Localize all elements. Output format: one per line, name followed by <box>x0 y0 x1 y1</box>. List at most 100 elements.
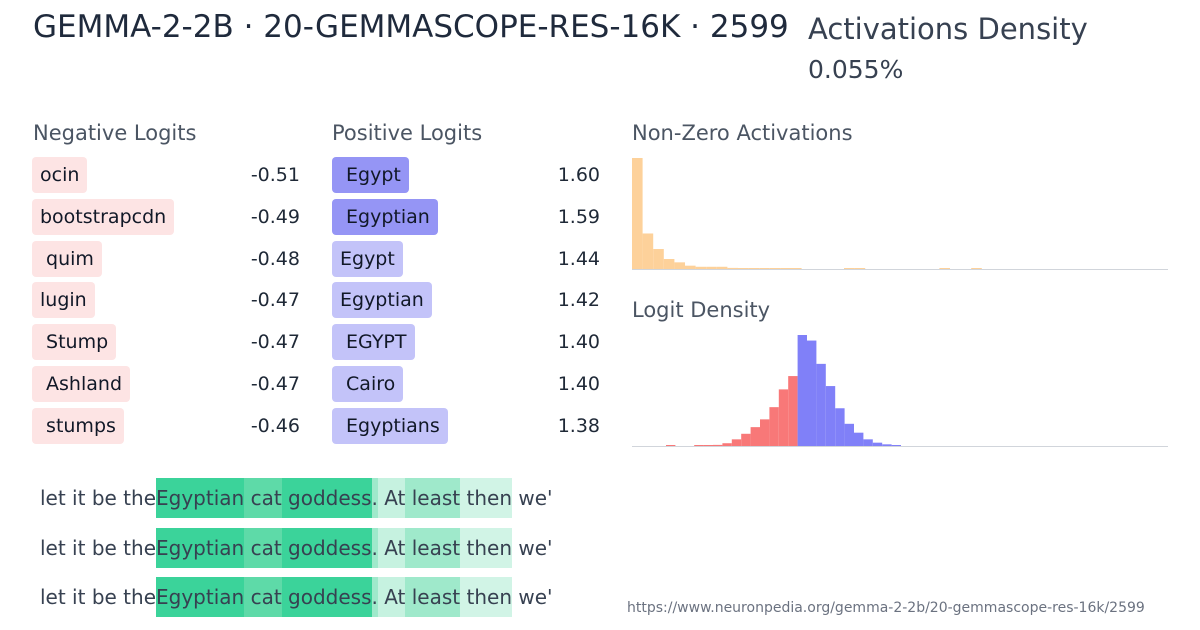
activation-bar <box>769 268 781 269</box>
positive-logit-row: EGYPT 1.40 <box>332 324 600 361</box>
example-token: . <box>371 577 378 617</box>
example-token: goddess <box>281 527 372 568</box>
example-token: least <box>405 577 461 617</box>
example-token: . <box>371 478 378 518</box>
example-token: cat <box>244 577 282 617</box>
negative-logit-token[interactable]: stumps <box>32 407 124 444</box>
positive-logit-bar <box>863 439 873 446</box>
example-token: it <box>65 486 86 510</box>
example-token: At <box>377 577 406 617</box>
example-token: then <box>460 527 512 568</box>
activations-density-value: 0.055% <box>808 55 904 84</box>
activation-bar <box>663 259 675 269</box>
negative-logit-value: -0.49 <box>250 205 300 228</box>
activation-bar <box>854 268 866 269</box>
negative-logit-token[interactable]: lugin <box>32 282 95 319</box>
example-token: Egyptian <box>156 577 245 617</box>
example-token: . <box>371 527 378 568</box>
activation-example[interactable]: let it be theEgyptian cat goddess. At le… <box>40 478 604 518</box>
negative-logit-value: -0.48 <box>250 247 300 270</box>
activation-example[interactable]: let it be theEgyptian cat goddess. At le… <box>40 577 604 617</box>
positive-logit-value: 1.40 <box>557 331 600 354</box>
positive-logit-token[interactable]: EGYPT <box>332 324 415 361</box>
example-token: it <box>65 535 86 560</box>
positive-logit-row: Egypt 1.60 <box>332 157 600 193</box>
positive-logit-value: 1.38 <box>557 414 600 437</box>
negative-logit-bar <box>694 445 704 446</box>
negative-logit-value: -0.47 <box>250 331 300 354</box>
activation-bar <box>685 265 696 269</box>
negative-logit-row: bootstrapcdn -0.49 <box>32 198 300 235</box>
positive-logit-bar <box>807 340 817 446</box>
positive-logit-token[interactable]: Egypt <box>332 240 403 277</box>
positive-logit-bar <box>844 423 854 446</box>
activation-bar <box>791 268 802 269</box>
example-token: cat <box>244 478 282 518</box>
positive-logit-token[interactable]: Egyptian <box>332 198 438 235</box>
example-token: we' <box>512 535 553 560</box>
positive-logit-row: Egypt 1.44 <box>332 240 600 277</box>
example-token: we' <box>512 486 553 510</box>
example-token: least <box>405 527 461 568</box>
example-token: then <box>460 478 512 518</box>
example-token: At <box>377 527 406 568</box>
activation-bar <box>738 268 749 269</box>
negative-logit-bar <box>713 444 723 446</box>
positive-logit-token[interactable]: Egypt <box>332 157 409 193</box>
positive-logit-token[interactable]: Egyptian <box>332 282 432 319</box>
activation-bar <box>653 249 664 269</box>
example-token: let <box>40 585 66 609</box>
negative-logit-token[interactable]: bootstrapcdn <box>32 198 175 235</box>
negative-logit-token[interactable]: Stump <box>32 324 117 361</box>
negative-logit-value: -0.47 <box>250 373 300 395</box>
source-url: https://www.neuronpedia.org/gemma-2-2b/2… <box>627 600 1145 616</box>
example-token: it <box>65 585 86 609</box>
negative-logit-bar <box>703 445 713 446</box>
example-token: we' <box>512 585 553 609</box>
positive-logits-heading: Positive Logits <box>332 121 483 145</box>
logit-density-heading: Logit Density <box>632 298 771 322</box>
positive-logit-row: Egyptians 1.38 <box>332 407 600 444</box>
activation-bar <box>844 268 855 269</box>
example-token: goddess <box>281 577 372 617</box>
negative-logit-row: Ashland -0.47 <box>32 366 300 402</box>
negative-logit-row: lugin -0.47 <box>32 282 300 319</box>
negative-logit-row: ocin -0.51 <box>32 157 300 193</box>
negative-logit-bar <box>778 389 789 446</box>
activation-bar <box>695 266 707 269</box>
activation-bar <box>748 268 760 269</box>
example-token: Egyptian <box>156 527 245 568</box>
positive-logit-bar <box>835 408 845 446</box>
positive-logit-row: Cairo 1.40 <box>332 366 600 402</box>
activation-bar <box>674 262 685 269</box>
activation-bar <box>706 266 717 269</box>
negative-logit-bar <box>741 433 751 446</box>
negative-logit-row: quim -0.48 <box>32 240 300 277</box>
example-token: let <box>40 535 66 560</box>
positive-logit-token[interactable]: Cairo <box>332 366 404 402</box>
negative-logit-token[interactable]: Ashland <box>32 366 131 402</box>
example-token: be <box>85 585 117 609</box>
negative-logit-token[interactable]: ocin <box>32 157 88 193</box>
example-token: least <box>405 478 461 518</box>
positive-logit-bar <box>797 335 807 446</box>
example-token: At <box>377 478 406 518</box>
non-zero-activations-histogram <box>632 158 1168 270</box>
negative-logit-row: stumps -0.46 <box>32 407 300 444</box>
activation-bar <box>716 266 728 269</box>
activation-example[interactable]: let it be theEgyptian cat goddess. At le… <box>40 527 604 568</box>
example-token: the <box>116 585 157 609</box>
positive-logit-value: 1.40 <box>557 373 600 395</box>
activation-bar <box>727 267 738 269</box>
activation-bar <box>971 268 982 269</box>
activations-density-label: Activations Density <box>808 12 1088 46</box>
negative-logit-bar <box>750 427 760 446</box>
negative-logit-value: -0.47 <box>250 289 300 312</box>
example-token: be <box>85 486 117 510</box>
non-zero-activations-heading: Non-Zero Activations <box>632 121 853 145</box>
negative-logit-bar <box>666 445 676 446</box>
negative-logits-heading: Negative Logits <box>33 121 197 145</box>
positive-logit-token[interactable]: Egyptians <box>332 407 448 444</box>
negative-logit-token[interactable]: quim <box>32 240 102 277</box>
example-token: the <box>116 535 157 560</box>
